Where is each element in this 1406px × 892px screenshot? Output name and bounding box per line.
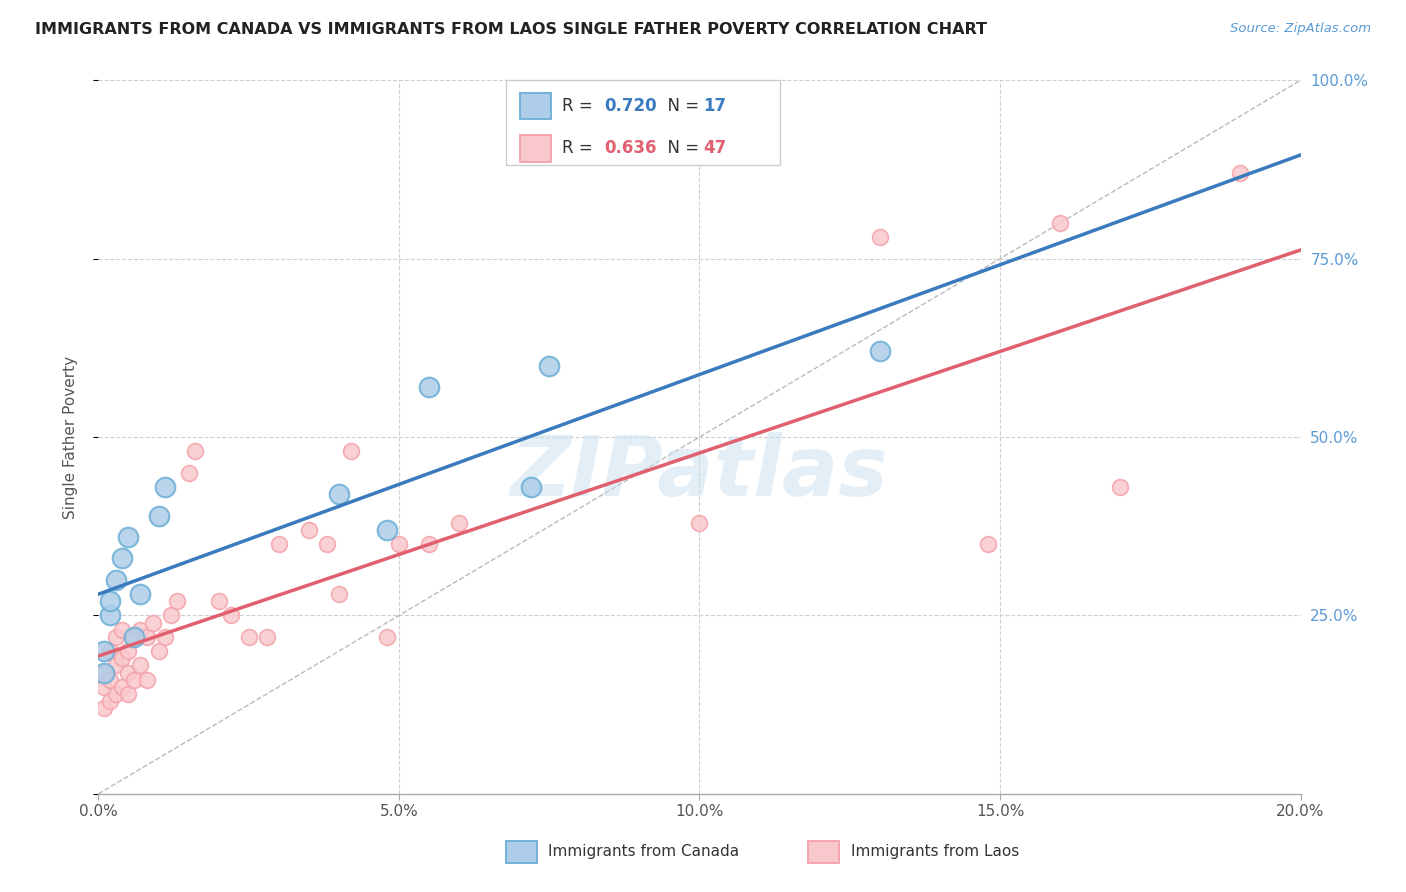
Point [117,687,139,701]
Point [148,644,170,658]
Point [117,530,139,544]
Point [148,508,170,523]
Text: Source: ZipAtlas.com: Source: ZipAtlas.com [1230,22,1371,36]
Point [375,630,398,644]
Point [93,644,115,658]
Point [100,673,122,687]
Point [129,658,152,673]
Point [111,680,134,694]
Text: 0.636: 0.636 [605,139,657,157]
Text: 47: 47 [703,139,727,157]
Point [166,594,188,608]
Point [689,516,711,530]
Point [129,587,152,601]
Text: R =: R = [562,97,599,115]
Point [135,630,157,644]
Point [208,594,231,608]
Point [447,516,470,530]
Point [315,537,337,551]
Point [141,615,163,630]
Point [298,523,321,537]
Y-axis label: Single Father Poverty: Single Father Poverty [63,356,77,518]
Point [418,537,440,551]
Point [135,673,157,687]
Text: 17: 17 [703,97,725,115]
Point [105,573,128,587]
Point [105,630,128,644]
Point [328,487,350,501]
Point [124,630,146,644]
Point [105,658,128,673]
Point [100,644,122,658]
Point [111,551,134,566]
Point [111,623,134,637]
Point [256,630,278,644]
Point [375,523,398,537]
Point [869,230,891,244]
Point [159,608,181,623]
Point [111,651,134,665]
Point [124,673,146,687]
Text: R =: R = [562,139,599,157]
Text: Immigrants from Canada: Immigrants from Canada [548,845,740,859]
Point [388,537,411,551]
Point [93,680,115,694]
Point [153,480,176,494]
Point [520,480,543,494]
Point [538,359,561,373]
Point [869,344,891,359]
Point [418,380,440,394]
Point [328,587,350,601]
Point [340,444,363,458]
Point [1049,216,1071,230]
Point [267,537,290,551]
Text: IMMIGRANTS FROM CANADA VS IMMIGRANTS FROM LAOS SINGLE FATHER POVERTY CORRELATION: IMMIGRANTS FROM CANADA VS IMMIGRANTS FRO… [35,22,987,37]
Point [93,701,115,715]
Point [100,608,122,623]
Text: ZIPatlas: ZIPatlas [510,433,889,513]
Point [100,694,122,708]
Text: N =: N = [657,97,704,115]
Point [100,594,122,608]
Point [238,630,260,644]
Point [183,444,205,458]
Point [977,537,1000,551]
Point [129,623,152,637]
Point [105,687,128,701]
Point [177,466,200,480]
Point [93,665,115,680]
Text: Immigrants from Laos: Immigrants from Laos [851,845,1019,859]
Point [117,644,139,658]
Point [117,665,139,680]
Point [93,665,115,680]
Point [153,630,176,644]
Text: N =: N = [657,139,704,157]
Point [1229,166,1251,180]
Point [219,608,242,623]
Point [124,630,146,644]
Text: 0.720: 0.720 [605,97,657,115]
Point [1109,480,1132,494]
